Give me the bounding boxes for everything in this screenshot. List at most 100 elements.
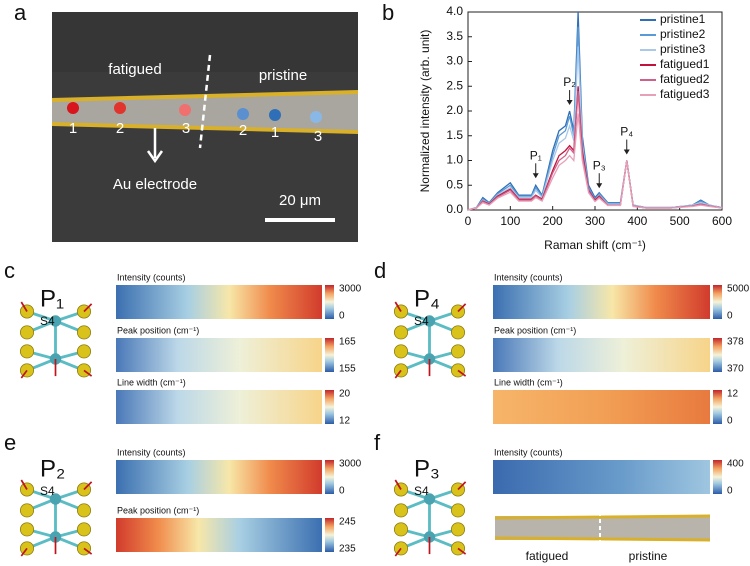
intensity-map xyxy=(116,518,322,552)
map-title: Intensity (counts) xyxy=(117,447,186,457)
x-tick-label: 300 xyxy=(585,214,605,228)
colorbar xyxy=(325,518,334,552)
mode-label: P₃ xyxy=(414,455,440,482)
point-label: 3 xyxy=(314,128,322,145)
colorbar xyxy=(325,390,334,424)
colorbar-label: 12 xyxy=(727,389,739,400)
panel-label: c xyxy=(4,258,15,283)
point-label: 2 xyxy=(239,122,247,139)
colorbar xyxy=(713,460,722,494)
point-label: 2 xyxy=(116,120,124,137)
colorbar-label: 0 xyxy=(727,486,733,497)
annotation-arrowhead xyxy=(532,173,539,179)
annotation: P₁ xyxy=(530,148,542,162)
intensity-map xyxy=(493,460,710,494)
strip-label: fatigued xyxy=(526,549,569,563)
x-tick-label: 200 xyxy=(543,214,563,228)
colorbar xyxy=(325,338,334,372)
y-tick-label: 3.5 xyxy=(446,29,463,43)
electrode-label: Au electrode xyxy=(113,176,197,193)
panel-label: d xyxy=(374,258,386,283)
annotation: P₄ xyxy=(620,125,633,139)
panel-label: f xyxy=(374,430,381,455)
intensity-map xyxy=(116,460,322,494)
colorbar xyxy=(325,285,334,319)
colorbar-label: 0 xyxy=(339,311,345,322)
mode-label: P₁ xyxy=(40,285,64,312)
legend-label: fatigued2 xyxy=(660,72,710,86)
map-title: Peak position (cm⁻¹) xyxy=(117,325,199,335)
spectrum-line xyxy=(467,91,723,211)
x-axis-label: Raman shift (cm⁻¹) xyxy=(544,238,646,252)
colorbar-label: 155 xyxy=(339,364,356,375)
spectrum-line xyxy=(467,113,723,211)
map-title: Intensity (counts) xyxy=(117,272,186,282)
y-tick-label: 2.5 xyxy=(446,78,463,92)
region-label: pristine xyxy=(259,67,307,84)
x-tick-label: 600 xyxy=(712,214,732,228)
map-title: Line width (cm⁻¹) xyxy=(494,377,563,387)
x-tick-label: 100 xyxy=(500,214,520,228)
colorbar-label: 235 xyxy=(339,544,356,555)
molecule xyxy=(392,300,468,380)
molecule xyxy=(392,478,468,558)
atom-label: S4 xyxy=(40,484,55,498)
colorbar xyxy=(325,460,334,494)
mode-label: P₄ xyxy=(414,285,440,312)
point-label: 1 xyxy=(271,124,279,141)
legend-label: fatigued3 xyxy=(660,87,710,101)
map-title: Peak position (cm⁻¹) xyxy=(117,505,199,515)
annotation-arrowhead xyxy=(623,149,630,155)
annotation-arrowhead xyxy=(596,183,603,189)
y-tick-label: 0.5 xyxy=(446,177,463,191)
raman-chart: Raman shift (cm⁻¹) Normalized intensity … xyxy=(418,4,732,252)
colorbar-label: 5000 xyxy=(727,284,750,295)
y-tick-label: 2.0 xyxy=(446,103,463,117)
atom-label: S4 xyxy=(414,484,429,498)
mode-label: P₂ xyxy=(40,455,65,482)
point-label: 3 xyxy=(182,120,190,137)
colorbar-label: 3000 xyxy=(339,459,362,470)
strip-label: pristine xyxy=(629,549,668,563)
intensity-map xyxy=(493,390,710,424)
intensity-map xyxy=(116,338,322,372)
intensity-map xyxy=(493,338,710,372)
x-tick-label: 400 xyxy=(627,214,647,228)
micrograph: fatigued pristine 1 2 3 2 1 3 Au electro… xyxy=(51,12,359,242)
molecule xyxy=(18,478,94,558)
colorbar-label: 165 xyxy=(339,337,356,348)
legend-label: pristine2 xyxy=(660,27,706,41)
y-tick-label: 1.0 xyxy=(446,153,463,167)
intensity-map xyxy=(116,390,322,424)
atom-label: S4 xyxy=(414,314,429,328)
x-tick-label: 500 xyxy=(670,214,690,228)
map-title: Intensity (counts) xyxy=(494,272,563,282)
colorbar-label: 378 xyxy=(727,337,744,348)
panel-label: b xyxy=(382,0,394,25)
intensity-map xyxy=(493,285,710,319)
y-tick-label: 0.0 xyxy=(446,202,463,216)
colorbar-label: 245 xyxy=(339,517,356,528)
region-label: fatigued xyxy=(108,61,161,78)
annotation: P₃ xyxy=(593,158,606,172)
point-label: 1 xyxy=(69,120,77,137)
y-axis-label: Normalized intensity (arb. unit) xyxy=(418,30,432,193)
panel-label: a xyxy=(14,0,27,25)
legend-label: fatigued1 xyxy=(660,57,710,71)
scale-bar-label: 20 μm xyxy=(279,192,321,209)
colorbar-label: 12 xyxy=(339,416,351,427)
colorbar xyxy=(713,390,722,424)
colorbar xyxy=(713,338,722,372)
legend-label: pristine1 xyxy=(660,12,706,26)
spectrum-line xyxy=(467,86,723,211)
annotation: P₂ xyxy=(563,75,576,89)
x-tick-label: 0 xyxy=(465,214,472,228)
colorbar-label: 370 xyxy=(727,364,744,375)
micrograph-strip xyxy=(495,516,710,540)
colorbar xyxy=(713,285,722,319)
colorbar-label: 20 xyxy=(339,389,351,400)
legend-label: pristine3 xyxy=(660,42,706,56)
intensity-map xyxy=(116,285,322,319)
y-tick-label: 4.0 xyxy=(446,4,463,18)
